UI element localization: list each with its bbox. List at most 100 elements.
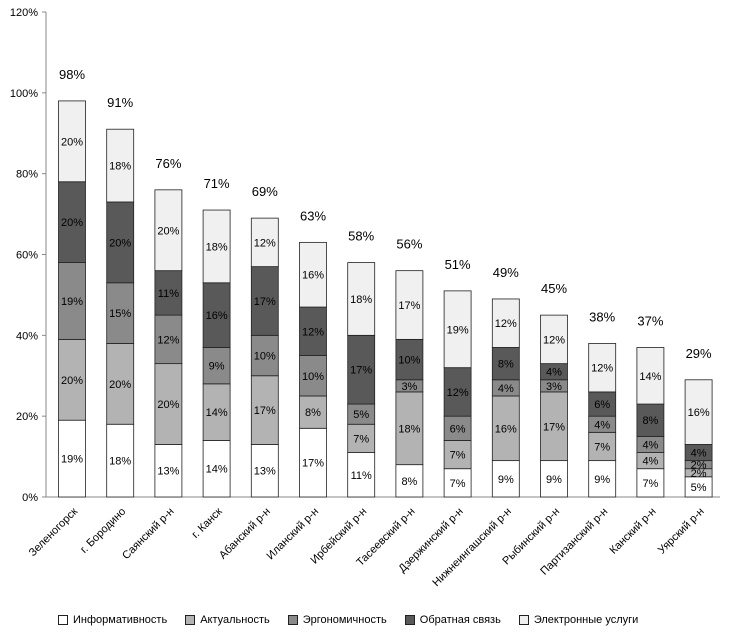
legend-label: Информативность xyxy=(73,614,168,626)
data-label: 7% xyxy=(450,450,466,462)
total-label: 91% xyxy=(107,95,133,110)
data-label: 16% xyxy=(206,310,228,322)
bar-segment xyxy=(299,241,327,308)
data-label: 6% xyxy=(594,399,610,411)
bar-segment xyxy=(250,266,279,336)
legend-item: Актуальность xyxy=(185,614,270,626)
data-label: 18% xyxy=(109,161,131,173)
bar-segment xyxy=(106,128,135,203)
data-label: 11% xyxy=(351,470,372,482)
bar-segment xyxy=(540,391,568,462)
data-label: 18% xyxy=(350,294,372,306)
bar-segment xyxy=(636,468,665,498)
legend-item: Электронные услуги xyxy=(518,614,639,626)
y-tick-label: 20% xyxy=(16,411,38,423)
data-label: 18% xyxy=(206,241,228,253)
data-label: 20% xyxy=(61,375,83,387)
bar-segment xyxy=(588,431,617,462)
data-label: 2% xyxy=(691,468,707,480)
data-label: 17% xyxy=(398,300,420,312)
legend-label: Актуальность xyxy=(200,614,270,626)
y-tick-label: 120% xyxy=(10,7,38,19)
data-label: 7% xyxy=(642,478,658,490)
category-label: г. Канск xyxy=(190,506,225,541)
legend-item: Обратная связь xyxy=(404,614,501,626)
total-label: 63% xyxy=(300,208,326,223)
data-label: 2% xyxy=(691,460,707,472)
total-label: 45% xyxy=(541,281,567,296)
y-tick-label: 40% xyxy=(16,330,38,342)
data-label: 14% xyxy=(206,407,228,419)
category-label: Уярский р-н xyxy=(656,506,707,557)
data-label: 8% xyxy=(498,359,514,371)
data-label: 12% xyxy=(447,387,469,399)
legend-swatch xyxy=(287,615,298,625)
data-label: 19% xyxy=(61,296,83,308)
bar-segment xyxy=(443,440,472,470)
data-label: 10% xyxy=(254,351,276,363)
legend-label: Электронные услуги xyxy=(533,614,639,626)
data-label: 20% xyxy=(109,237,131,249)
bar-segment xyxy=(684,379,713,445)
bar-segment xyxy=(299,395,327,429)
data-label: 12% xyxy=(591,363,613,375)
category-label: Саянский р-н xyxy=(120,506,176,562)
bar-segment xyxy=(347,452,376,498)
bar-segment xyxy=(588,343,617,393)
bar-segment xyxy=(636,347,665,405)
bar-segment xyxy=(395,391,424,466)
total-label: 76% xyxy=(155,156,181,171)
bar-segment xyxy=(347,334,376,405)
bar-segment xyxy=(443,367,472,417)
data-label: 12% xyxy=(543,334,565,346)
data-label: 12% xyxy=(302,326,324,338)
data-label: 19% xyxy=(447,324,469,336)
bar-segment xyxy=(491,347,520,381)
bar-segment xyxy=(443,415,472,441)
data-label: 17% xyxy=(302,458,324,470)
data-label: 20% xyxy=(157,225,179,237)
data-label: 17% xyxy=(543,421,565,433)
bar-segment xyxy=(58,100,86,183)
total-label: 69% xyxy=(252,184,278,199)
data-label: 7% xyxy=(594,441,610,453)
bar-segment xyxy=(154,189,183,272)
bar-segment xyxy=(540,460,568,498)
data-label: 11% xyxy=(158,288,179,300)
total-label: 98% xyxy=(59,67,85,82)
bar-segment xyxy=(540,314,568,365)
data-label: 17% xyxy=(254,296,276,308)
data-label: 9% xyxy=(594,474,610,486)
legend: Информативность Актуальность Эргономичност… xyxy=(58,614,638,626)
legend-swatch xyxy=(58,615,68,625)
data-label: 14% xyxy=(639,371,661,383)
data-label: 9% xyxy=(498,474,514,486)
bar-segment xyxy=(202,383,231,441)
data-label: 16% xyxy=(302,270,324,282)
bar-segment xyxy=(202,347,231,385)
total-label: 29% xyxy=(686,346,712,361)
bar-segment xyxy=(106,423,135,498)
data-label: 4% xyxy=(691,448,707,460)
data-label: 20% xyxy=(61,136,83,148)
legend-item: Информативность xyxy=(58,614,167,626)
data-label: 7% xyxy=(353,433,369,445)
category-label: Нижнеингашский р-н xyxy=(430,506,514,590)
data-label: 9% xyxy=(546,474,562,486)
data-label: 20% xyxy=(61,217,83,229)
legend-label: Обратная связь xyxy=(419,614,501,626)
data-label: 18% xyxy=(109,456,131,468)
total-label: 37% xyxy=(637,313,663,328)
data-label: 12% xyxy=(495,318,517,330)
data-label: 7% xyxy=(450,478,466,490)
data-label: 4% xyxy=(498,383,514,395)
total-label: 38% xyxy=(589,309,615,324)
data-label: 5% xyxy=(353,409,369,421)
bar-segment xyxy=(202,282,231,348)
bar-segment xyxy=(443,290,472,369)
data-label: 4% xyxy=(642,439,658,451)
bar-segment xyxy=(395,464,424,498)
category-label: Канский р-н xyxy=(608,506,659,557)
bar-segment xyxy=(299,306,327,356)
